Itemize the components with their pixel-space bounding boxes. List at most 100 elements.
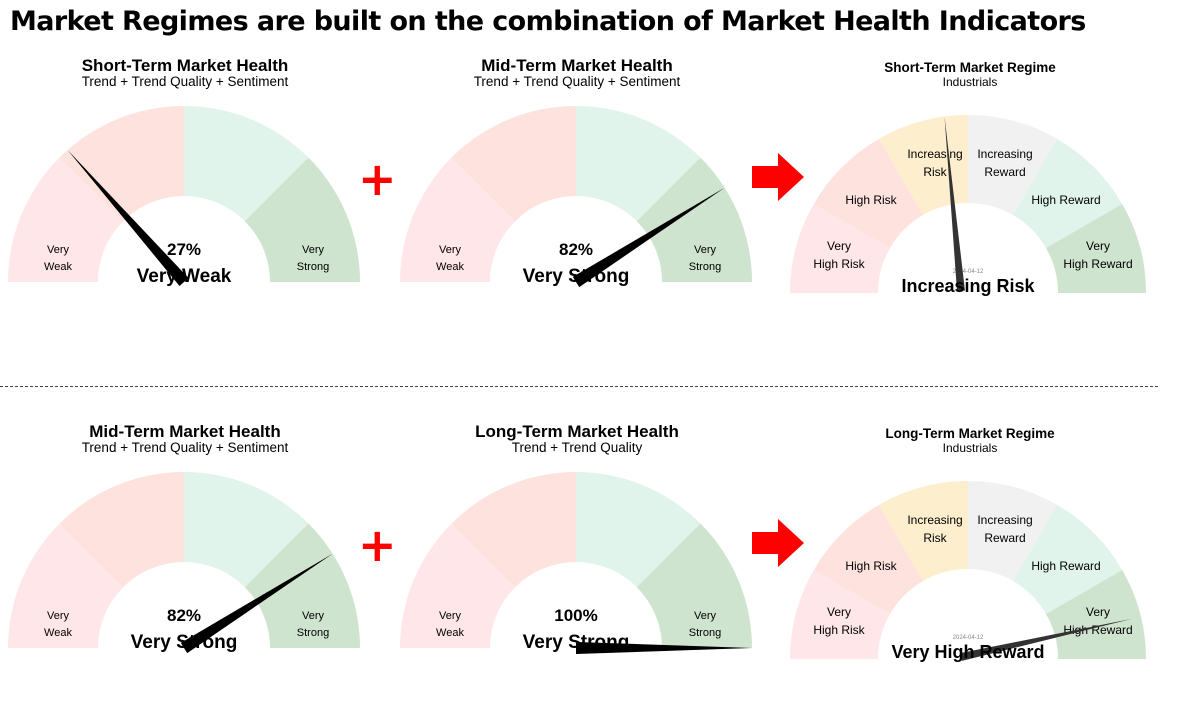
market-health-gauge: Short-Term Market Health Trend + Trend Qu… <box>0 56 370 296</box>
regime-chart: Very High Risk High Risk Increasing Risk Incr… <box>790 115 1146 296</box>
gauge-high-label: Very <box>302 610 325 622</box>
gauge-zone <box>184 106 309 222</box>
gauge-chart: Very Weak Very Strong 82% Very Strong <box>8 472 360 654</box>
regime-zone <box>1013 138 1123 248</box>
regime-status: Increasing Risk <box>901 276 1035 296</box>
gauge-value: 27% <box>167 240 201 259</box>
regime-zone-label: High Risk <box>813 257 865 271</box>
regime-zone-label: High Reward <box>1031 559 1100 573</box>
gauge-status: Very Strong <box>523 266 630 287</box>
right-arrow-shape <box>752 153 804 201</box>
gauge-subtitle: Trend + Trend Quality + Sentiment <box>81 74 289 89</box>
gauge-status: Very Weak <box>137 266 232 287</box>
regime-chart: Very High Risk High Risk Increasing Risk Incr… <box>790 481 1146 662</box>
gauge-zone <box>59 472 184 588</box>
gauge-zone <box>244 157 360 282</box>
gauge-zone <box>636 523 752 648</box>
gauge-high-label: Very <box>302 244 325 256</box>
gauge-high-label: Strong <box>689 627 721 639</box>
regime-zone-label: Increasing <box>907 513 962 527</box>
regime-date: 2024-04-12 <box>953 635 984 641</box>
market-regime-gauge: Long-Term Market Regime Industrials Very Hi… <box>785 422 1155 672</box>
regime-needle <box>960 618 1132 661</box>
regime-status: Very High Reward <box>891 642 1044 662</box>
regime-zone-label: Very <box>1086 239 1110 253</box>
regime-zone <box>1045 570 1146 659</box>
gauge-high-label: Strong <box>689 261 721 273</box>
regime-needle <box>944 116 965 292</box>
gauge-subtitle: Trend + Trend Quality <box>511 440 643 455</box>
regime-zone-label: Risk <box>923 165 947 179</box>
gauge-needle <box>576 642 752 654</box>
gauge-zone <box>576 472 701 588</box>
regime-title: Long-Term Market Regime <box>885 426 1055 441</box>
regime-subtitle: Industrials <box>942 75 998 89</box>
regime-zone <box>1013 504 1123 614</box>
regime-zone-label: High Reward <box>1031 193 1100 207</box>
gauge-status: Very Strong <box>523 632 630 653</box>
page-title: Market Regimes are built on the combinat… <box>10 6 1086 37</box>
regime-zone <box>813 504 923 614</box>
gauge-value: 82% <box>559 240 593 259</box>
gauge-chart: Very Weak Very Strong 100% Very Strong <box>400 472 752 654</box>
regime-zone <box>790 570 891 659</box>
gauge-zone <box>400 523 516 648</box>
gauge-zone <box>451 106 576 222</box>
gauge-value: 82% <box>167 606 201 625</box>
gauge-title: Mid-Term Market Health <box>89 422 281 441</box>
regime-zone-label: High Risk <box>845 559 897 573</box>
gauge-zone <box>451 472 576 588</box>
regime-zone <box>968 481 1057 582</box>
regime-zone <box>813 138 923 248</box>
gauge-zone <box>244 523 360 648</box>
gauge-low-label: Weak <box>44 261 72 273</box>
regime-date: 2024-04-12 <box>953 269 984 275</box>
regime-zone-label: High Reward <box>1063 257 1132 271</box>
regime-zone-label: Increasing <box>907 147 962 161</box>
regime-zone <box>879 115 968 216</box>
gauge-needle <box>180 553 333 654</box>
gauge-low-label: Very <box>439 610 462 622</box>
gauge-title: Long-Term Market Health <box>475 422 679 441</box>
gauge-title: Mid-Term Market Health <box>481 56 673 75</box>
gauge-low-label: Very <box>439 244 462 256</box>
regime-zone-label: Very <box>827 239 851 253</box>
gauge-high-label: Strong <box>297 627 329 639</box>
gauge-low-label: Very <box>47 244 70 256</box>
gauge-zone <box>184 472 309 588</box>
regime-zone <box>790 204 891 293</box>
gauge-low-label: Weak <box>436 261 464 273</box>
gauge-low-label: Weak <box>44 627 72 639</box>
regime-zone-label: Reward <box>984 165 1025 179</box>
gauge-zone <box>636 157 752 282</box>
gauge-high-label: Strong <box>297 261 329 273</box>
right-arrow-icon <box>752 153 804 201</box>
regime-subtitle: Industrials <box>942 441 998 455</box>
gauge-status: Very Strong <box>131 632 238 653</box>
gauge-zone <box>576 106 701 222</box>
gauge-low-label: Weak <box>436 627 464 639</box>
gauge-title: Short-Term Market Health <box>81 56 289 75</box>
gauge-needle <box>67 149 189 286</box>
regime-zone-label: Increasing <box>977 513 1032 527</box>
regime-zone <box>968 115 1057 216</box>
regime-zone <box>879 481 968 582</box>
gauge-subtitle: Trend + Trend Quality + Sentiment <box>81 440 289 455</box>
market-regime-gauge: Short-Term Market Regime Industrials Very H… <box>785 56 1155 306</box>
right-arrow-icon <box>752 519 804 567</box>
plus-icon: + <box>358 152 397 206</box>
gauge-high-label: Very <box>694 244 717 256</box>
regime-title: Short-Term Market Regime <box>884 60 1056 75</box>
regime-zone-label: High Risk <box>813 623 865 637</box>
gauge-zone <box>8 523 124 648</box>
gauge-subtitle: Trend + Trend Quality + Sentiment <box>473 74 681 89</box>
regime-zone <box>1045 204 1146 293</box>
market-health-gauge: Mid-Term Market Health Trend + Trend Qual… <box>0 422 370 662</box>
gauge-low-label: Very <box>47 610 70 622</box>
regime-zone-label: Very <box>827 605 851 619</box>
right-arrow-shape <box>752 519 804 567</box>
regime-zone-label: High Risk <box>845 193 897 207</box>
gauge-zone <box>59 106 184 222</box>
regime-zone-label: Increasing <box>977 147 1032 161</box>
regime-zone-label: Risk <box>923 531 947 545</box>
